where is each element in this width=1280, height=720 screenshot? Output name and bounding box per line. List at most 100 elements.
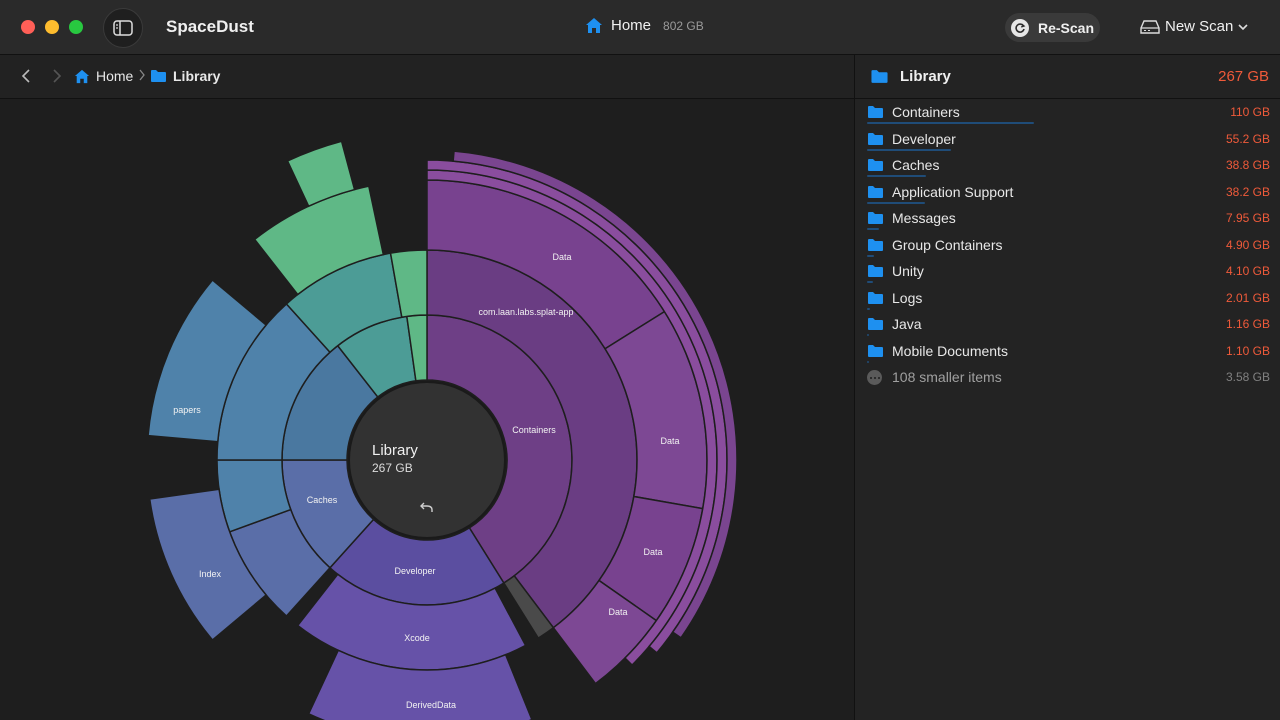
app-title: SpaceDust	[166, 17, 254, 36]
list-item[interactable]: Containers 110 GB	[855, 99, 1280, 126]
item-size: 38.8 GB	[1225, 158, 1270, 172]
list-item[interactable]: Java 1.16 GB	[855, 311, 1280, 338]
details-panel: Library 267 GB Containers 110 GB Developer…	[854, 55, 1280, 720]
folder-icon	[868, 106, 883, 118]
center-circle[interactable]	[348, 381, 506, 539]
item-size: 7.95 GB	[1225, 211, 1270, 225]
home-icon	[74, 69, 90, 83]
size-bar	[867, 254, 875, 257]
label-index: Index	[199, 569, 222, 579]
segment-small-sub[interactable]	[389, 249, 428, 319]
size-bar	[867, 281, 874, 283]
chevron-down-icon	[1238, 23, 1248, 30]
home-icon	[586, 18, 602, 33]
breadcrumb: Home Library	[0, 55, 854, 99]
list-item[interactable]: Logs 2.01 GB	[855, 285, 1280, 312]
breadcrumb-library[interactable]: Library	[150, 68, 220, 84]
segment-deriveddata[interactable]	[307, 649, 533, 720]
title-bar: SpaceDust Home 802 GB Re-Scan New Scan	[0, 0, 1280, 55]
back-arrow-icon[interactable]	[420, 502, 433, 512]
chevron-left-icon[interactable]	[18, 68, 34, 84]
folder-icon	[868, 185, 883, 198]
chevron-right-icon[interactable]	[48, 68, 64, 84]
folder-icon	[868, 291, 883, 304]
item-name: Application Support	[892, 183, 1014, 200]
item-name: Mobile Documents	[892, 342, 1008, 359]
label-papers: papers	[173, 405, 201, 415]
list-item[interactable]: Messages 7.95 GB	[855, 205, 1280, 232]
item-size: 4.10 GB	[1225, 264, 1270, 278]
folder-icon	[871, 70, 888, 83]
list-item[interactable]: Mobile Documents 1.10 GB	[855, 338, 1280, 365]
item-name: Containers	[892, 104, 960, 120]
label-caches: Caches	[307, 495, 338, 505]
label-data: Data	[660, 436, 679, 446]
list-item[interactable]: Caches 38.8 GB	[855, 152, 1280, 179]
item-name: Unity	[892, 263, 924, 279]
item-name: Group Containers	[892, 236, 1003, 253]
item-size: 2.01 GB	[1225, 290, 1270, 305]
breadcrumb-label: Home	[96, 68, 134, 84]
segment-other[interactable]	[502, 574, 555, 640]
size-bar	[867, 201, 925, 204]
list-item[interactable]: Unity 4.10 GB	[855, 258, 1280, 285]
rescan-button[interactable]: Re-Scan	[1005, 13, 1100, 42]
breadcrumb-home[interactable]: Home	[74, 68, 133, 84]
zoom-window-button[interactable]	[69, 20, 83, 34]
sunburst-svg: Library 267 GB Containers com.laan.labs.…	[147, 140, 738, 720]
refresh-icon	[1011, 18, 1029, 37]
more-icon	[867, 370, 882, 385]
size-bar	[867, 228, 880, 230]
item-size: 55.2 GB	[1225, 131, 1270, 146]
segment-outer[interactable]	[452, 150, 738, 639]
panel-header: Library 267 GB	[855, 55, 1280, 99]
label-developer: Developer	[394, 566, 435, 576]
item-name: Caches	[892, 157, 940, 173]
breadcrumb-label: Library	[173, 68, 221, 84]
sidebar-icon	[113, 20, 133, 36]
new-scan-label: New Scan	[1165, 18, 1234, 35]
rescan-label: Re-Scan	[1038, 19, 1095, 36]
panel-size: 267 GB	[1218, 68, 1269, 85]
item-size: 38.2 GB	[1225, 184, 1270, 199]
size-bar	[867, 307, 871, 310]
item-name: Java	[892, 316, 922, 332]
segment-papers[interactable]	[147, 278, 268, 443]
sunburst-chart: Library 267 GB Containers com.laan.labs.…	[0, 100, 854, 720]
item-size: 110 GB	[1230, 105, 1270, 119]
window-title: Home 802 GB	[585, 17, 704, 34]
item-name: 108 smaller items	[892, 369, 1002, 385]
center-size: 267 GB	[372, 461, 413, 475]
segment-green[interactable]	[253, 185, 385, 296]
label-containers: Containers	[512, 425, 556, 435]
size-bar	[867, 148, 951, 151]
label-data: Data	[552, 252, 571, 262]
drive-icon	[1140, 19, 1160, 34]
sidebar-toggle-button[interactable]	[103, 8, 143, 48]
smaller-items-row[interactable]: 108 smaller items 3.58 GB	[855, 364, 1280, 391]
folder-list: Containers 110 GB Developer 55.2 GB Caches 38…	[855, 99, 1280, 391]
new-scan-button[interactable]: New Scan	[1140, 18, 1248, 35]
close-window-button[interactable]	[21, 20, 35, 34]
folder-icon	[868, 212, 883, 224]
folder-icon	[868, 344, 883, 357]
segment-index[interactable]	[148, 488, 268, 642]
label-data: Data	[608, 607, 627, 617]
label-splat-app: com.laan.labs.splat-app	[478, 307, 573, 317]
minimize-window-button[interactable]	[45, 20, 59, 34]
item-size: 3.58 GB	[1225, 370, 1270, 384]
chevron-right-icon	[139, 69, 145, 81]
label-xcode: Xcode	[404, 633, 430, 643]
panel-title: Library	[900, 68, 951, 85]
size-bar	[867, 122, 1034, 124]
folder-icon	[868, 318, 883, 330]
segment-green-outer[interactable]	[286, 140, 356, 208]
size-bar	[867, 334, 869, 336]
folder-icon	[868, 238, 883, 251]
location-size: 802 GB	[663, 18, 704, 33]
list-item[interactable]: Developer 55.2 GB	[855, 126, 1280, 153]
size-bar	[867, 175, 926, 177]
list-item[interactable]: Application Support 38.2 GB	[855, 179, 1280, 206]
location-name: Home	[611, 17, 652, 34]
list-item[interactable]: Group Containers 4.90 GB	[855, 232, 1280, 259]
